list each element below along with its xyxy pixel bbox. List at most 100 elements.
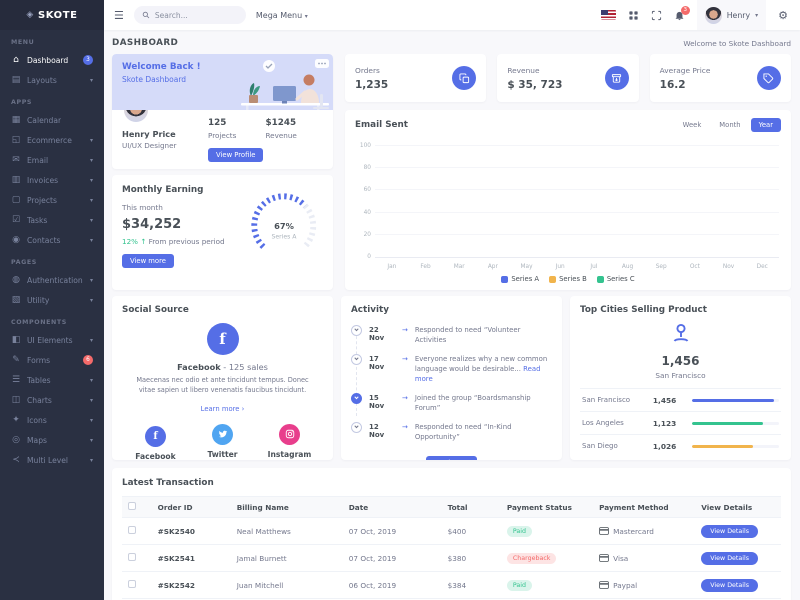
- learn-more-link[interactable]: Learn more ›: [200, 404, 245, 413]
- sidebar-item-calendar[interactable]: ▦ Calendar: [0, 110, 104, 130]
- social-item-twitter[interactable]: Twitter112 sales: [189, 423, 256, 460]
- mega-menu-button[interactable]: Mega Menu ▾: [255, 10, 308, 20]
- legend-label: Series A: [511, 275, 540, 283]
- chart-bars: [375, 146, 779, 257]
- sidebar-item-email[interactable]: ✉ Email ▾: [0, 150, 104, 170]
- activity-item: 15 Nov → Joined the group “Boardsmanship F…: [351, 392, 552, 414]
- payment-method-cell: Mastercard: [593, 517, 696, 545]
- page-head: DASHBOARD Welcome to Skote Dashboard: [104, 30, 800, 54]
- row-checkbox[interactable]: [128, 580, 136, 588]
- search-box[interactable]: [133, 6, 246, 24]
- email-chart-plot: 0 20 40 60 80 100: [360, 143, 779, 260]
- bar-nov: [712, 146, 746, 257]
- row-checkbox-cell: [122, 544, 152, 572]
- activity-item: 12 Nov → Responded to need “In-Kind Opport…: [351, 421, 552, 443]
- sidebar-section-title: COMPONENTS: [11, 319, 67, 326]
- row-checkbox[interactable]: [128, 526, 136, 534]
- filter-month-button[interactable]: Month: [711, 118, 748, 132]
- view-more-button[interactable]: View more: [122, 254, 174, 268]
- sidebar-badge: 6: [83, 355, 93, 365]
- payment-method-label: Paypal: [613, 580, 638, 590]
- apps-grid-icon[interactable]: [628, 10, 639, 21]
- form-icon: ✎: [12, 355, 20, 365]
- sidebar-item-forms[interactable]: ✎ Forms 6: [0, 350, 104, 370]
- search-input[interactable]: [154, 10, 238, 20]
- activity-item: 22 Nov → Responded to need “Volunteer Acti…: [351, 325, 552, 346]
- filter-year-button[interactable]: Year: [750, 118, 781, 132]
- header-checkbox-cell: [122, 496, 152, 518]
- lock-icon: ◍: [12, 275, 20, 285]
- city-value: 1,123: [652, 418, 677, 428]
- bar-oct: [678, 146, 712, 257]
- sidebar-item-ui-elements[interactable]: ◧ UI Elements ▾: [0, 330, 104, 350]
- earning-delta: 12% ↑ From previous period: [122, 237, 225, 246]
- sidebar-item-invoices[interactable]: ▥ Invoices ▾: [0, 170, 104, 190]
- read-more-link[interactable]: Read more: [414, 365, 541, 384]
- sidebar-item-charts[interactable]: ◫ Charts ▾: [0, 390, 104, 410]
- sidebar-item-authentication[interactable]: ◍ Authentication ▾: [0, 270, 104, 290]
- x-axis-label: Nov: [722, 264, 735, 270]
- row-checkbox[interactable]: [128, 553, 136, 561]
- billing-name: Jamal Burnett: [230, 544, 343, 572]
- activity-date: 12 Nov: [369, 422, 385, 439]
- page-welcome-text: Welcome to Skote Dashboard: [683, 38, 791, 48]
- social-item-facebook[interactable]: fFacebook125 sales: [122, 424, 189, 460]
- load-more-button[interactable]: Load More: [425, 456, 478, 460]
- activity-date: 17 Nov: [369, 354, 385, 371]
- sidebar-item-projects[interactable]: ▢ Projects ▾: [0, 190, 104, 210]
- bar-may: [510, 146, 544, 257]
- select-all-checkbox[interactable]: [128, 502, 136, 510]
- view-details-button[interactable]: View Details: [701, 551, 759, 565]
- sidebar-item-ecommerce[interactable]: ◱ Ecommerce ▾: [0, 130, 104, 150]
- bar-aug: [611, 146, 645, 257]
- fullscreen-icon[interactable]: [651, 10, 662, 21]
- facebook-icon: f: [206, 323, 239, 355]
- sidebar-item-dashboard[interactable]: ⌂ Dashboard 3: [0, 50, 104, 70]
- email-sent-card: Email Sent Week Month Year 0 20 40 60 80 100 Ja…: [345, 110, 791, 290]
- topbar: ☰ Mega Menu ▾ 3: [104, 0, 800, 30]
- table-row--sk2542: #SK2542 Juan Mitchell 06 Oct, 2019 $384 Paid…: [122, 571, 781, 599]
- brand-logo[interactable]: ◈ SKOTE: [0, 0, 104, 30]
- stat-label: Revenue: [507, 65, 540, 75]
- sidebar-item-contacts[interactable]: ◉ Contacts ▾: [0, 230, 104, 250]
- view-details-button[interactable]: View Details: [701, 578, 759, 592]
- sidebar-item-maps[interactable]: ◎ Maps ▾: [0, 430, 104, 450]
- status-badge: Chargeback: [506, 552, 557, 564]
- x-axis-label: Jul: [590, 264, 598, 270]
- sidebar-item-tasks[interactable]: ☑ Tasks ▾: [0, 210, 104, 230]
- filter-week-button[interactable]: Week: [675, 118, 710, 132]
- gauge-value: 67%: [274, 221, 295, 231]
- sidebar-section-title: PAGES: [11, 259, 37, 266]
- sidebar-item-utility[interactable]: ▧ Utility ▾: [0, 290, 104, 310]
- profile-stats: 125 Projects $1245 Revenue: [208, 118, 323, 140]
- stat-card-revenue: Revenue $ 35, 723: [497, 54, 639, 102]
- sidebar-item-multi-level[interactable]: ≺ Multi Level ▾: [0, 450, 104, 470]
- view-profile-button[interactable]: View Profile: [208, 148, 264, 162]
- welcome-illustration: [241, 59, 329, 110]
- social-item-instagram[interactable]: Instagram104 sales: [256, 423, 323, 460]
- menu-toggle-icon[interactable]: ☰: [114, 8, 124, 22]
- top-cities-card: Top Cities Selling Product 1,456 San Fra…: [570, 296, 791, 460]
- chart-gridline: [375, 233, 779, 235]
- twitter-icon: [212, 423, 233, 445]
- gauge-label: Series A: [272, 234, 298, 241]
- settings-gear-icon[interactable]: ⚙: [778, 8, 788, 22]
- x-axis-label: Jun: [555, 264, 565, 270]
- transactions-table: Order ID Billing Name Date Total Payment Sta…: [122, 496, 781, 600]
- user-menu[interactable]: Henry ▾: [696, 0, 767, 30]
- bar-jul: [577, 146, 611, 257]
- envelope-icon: ✉: [12, 155, 20, 165]
- sidebar-item-tables[interactable]: ☰ Tables ▾: [0, 370, 104, 390]
- stat-label: Average Price: [659, 65, 711, 75]
- bar-feb: [409, 146, 443, 257]
- sidebar-item-label: Calendar: [27, 115, 62, 125]
- activity-card: Activity 22 Nov → Responded to need “Volun…: [341, 296, 562, 460]
- social-source-card: Social Source f Facebook - 125 sales Mae…: [112, 296, 333, 460]
- sidebar-item-icons[interactable]: ✦ Icons ▾: [0, 410, 104, 430]
- view-details-button[interactable]: View Details: [701, 524, 759, 538]
- language-flag-us[interactable]: [600, 10, 616, 20]
- x-axis-label: Dec: [756, 264, 768, 270]
- payment-status-cell: Chargeback: [500, 544, 594, 572]
- sidebar-item-layouts[interactable]: ▤ Layouts ▾: [0, 70, 104, 90]
- notifications-bell-icon[interactable]: 3: [674, 5, 690, 21]
